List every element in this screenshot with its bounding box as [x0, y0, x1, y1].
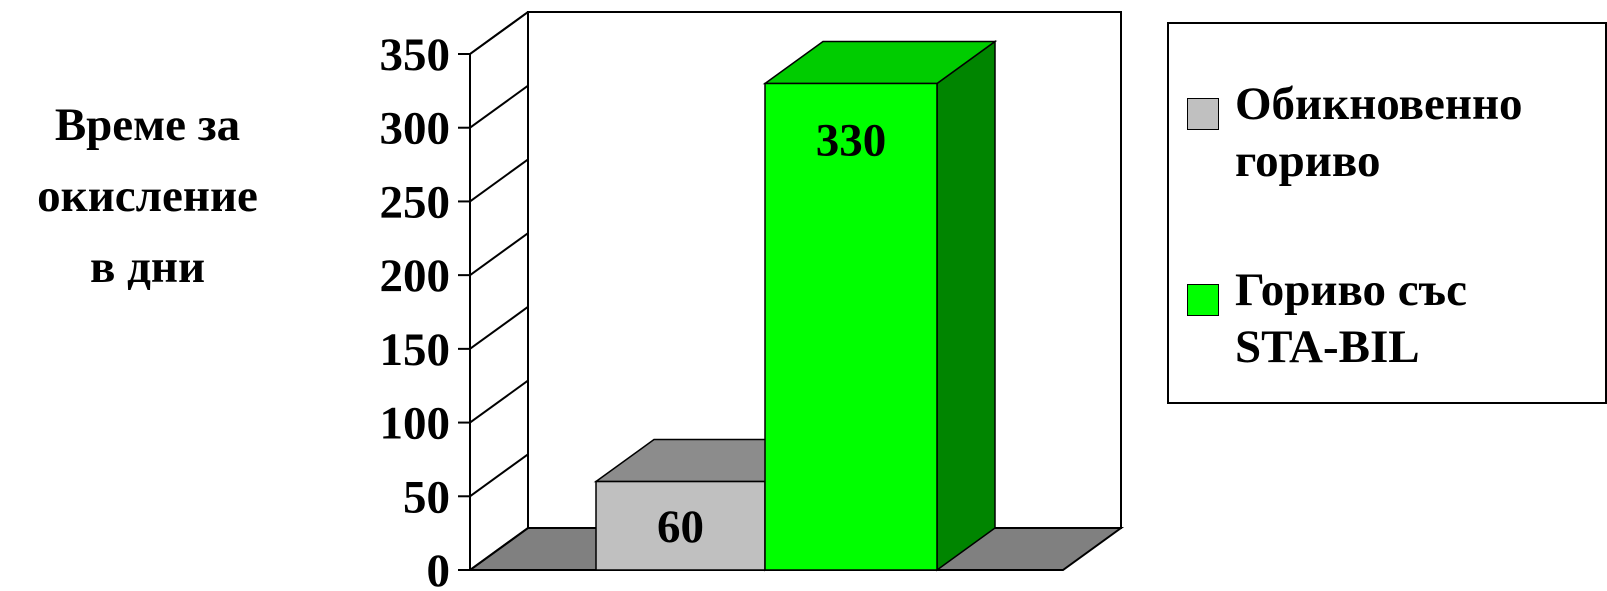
legend-label-regular-fuel: Обикновенно гориво: [1235, 78, 1523, 187]
y-axis: 0 50 100 150 200 250 300 350: [380, 11, 529, 591]
y-tick-depth: [469, 306, 529, 350]
legend-swatch-regular-fuel: [1187, 98, 1219, 130]
y-tick-label: 150: [380, 324, 451, 376]
legend-label-stabil-fuel: Гориво със STA-BIL: [1235, 264, 1467, 373]
y-tick-label: 300: [380, 103, 451, 155]
y-tick-depth: [469, 527, 529, 571]
data-labels: 60 330: [657, 114, 886, 553]
y-tick-depth: [469, 11, 529, 55]
y-tick-label: 50: [403, 471, 450, 523]
legend-swatch-stabil-fuel: [1187, 284, 1219, 316]
legend: Обикновенно гориво Гориво със STA-BIL: [1167, 22, 1607, 404]
y-tick-depth: [469, 158, 529, 203]
bar-stabil-fuel-side: [936, 40, 996, 572]
bar-regular-fuel: [595, 480, 766, 571]
y-tick-label: 200: [380, 250, 451, 302]
bars: [593, 40, 998, 572]
bar-regular-fuel-value-label: 60: [657, 501, 704, 553]
y-tick-depth: [469, 379, 529, 424]
y-tick-label: 100: [380, 398, 451, 450]
y-tick-depth: [469, 453, 529, 498]
y-axis-label: Време за окисление в дни: [37, 99, 258, 293]
y-tick-depth: [469, 232, 529, 276]
y-tick-label: 0: [427, 545, 451, 591]
bar-stabil-fuel-value-label: 330: [816, 114, 887, 166]
y-tick-label: 350: [380, 29, 451, 81]
y-tick-depth: [469, 84, 529, 129]
bar-stabil-fuel: [764, 82, 938, 571]
y-tick-label: 250: [380, 176, 451, 228]
